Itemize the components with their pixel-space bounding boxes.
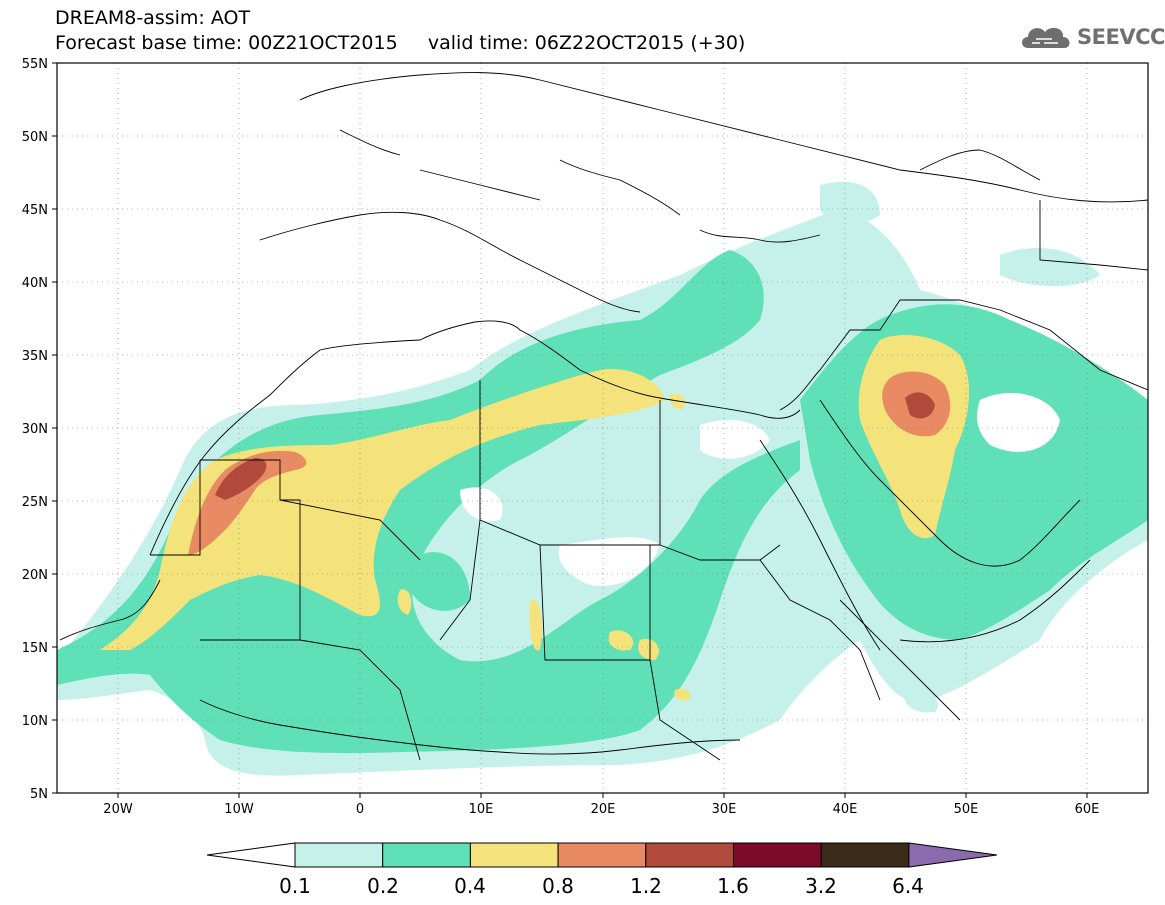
graticule [57,63,1148,793]
time-line: Forecast base time: 00Z21OCT2015 valid t… [55,31,745,56]
legend-label: 3.2 [805,874,837,898]
lon-label: 30E [712,802,737,817]
lon-label: 20W [103,802,133,817]
legend-swatch [469,842,559,868]
lon-label: 0 [356,802,364,817]
lat-label: 55N [22,57,48,72]
lat-label: 50N [22,130,48,145]
legend-label: 6.4 [892,874,924,898]
legend-label: 1.2 [630,874,662,898]
legend-arrow-high [908,842,997,868]
country-borders [59,72,1148,761]
legend-swatch [294,842,384,868]
legend-swatch [557,842,647,868]
lat-label: 5N [30,787,48,802]
lat-label: 35N [22,349,48,364]
legend-arrow-low [206,842,296,868]
lon-label: 40E [833,802,858,817]
cloud-icon [1022,27,1070,48]
legend-label: 0.8 [542,874,574,898]
legend-swatch [733,842,822,868]
axis-ticks [52,62,1088,798]
base-time-label: Forecast base time: 00Z21OCT2015 [55,32,398,54]
lat-label: 45N [22,203,48,218]
aot-band-1-2 [215,392,935,500]
lat-label: 15N [22,641,48,656]
lat-label: 10N [22,714,48,729]
lat-label: 20N [22,568,48,583]
legend-swatch [645,842,734,868]
legend-label: 0.2 [367,874,399,898]
lat-label: 30N [22,422,48,437]
lat-label: 25N [22,495,48,510]
logo-text: SEEVCCC [1077,25,1165,49]
valid-time-label: valid time: 06Z22OCT2015 (+30) [427,32,746,54]
legend-swatch [382,842,471,868]
legend-swatch [820,842,910,868]
seevccc-logo: SEEVCCC [1018,22,1165,52]
lon-label: 50E [954,802,979,817]
lat-label: 40N [22,276,48,291]
low-aot-patches [460,392,1060,586]
legend-label: 0.1 [279,874,311,898]
legend-label: 0.4 [454,874,486,898]
lon-label: 60E [1075,802,1100,817]
model-title: DREAM8-assim: AOT [55,7,251,29]
lon-label: 10W [224,802,254,817]
lon-label: 10E [469,802,494,817]
legend-label: 1.6 [717,874,749,898]
map-header: DREAM8-assim: AOT Forecast base time: 00… [55,6,745,56]
lon-label: 20E [591,802,616,817]
